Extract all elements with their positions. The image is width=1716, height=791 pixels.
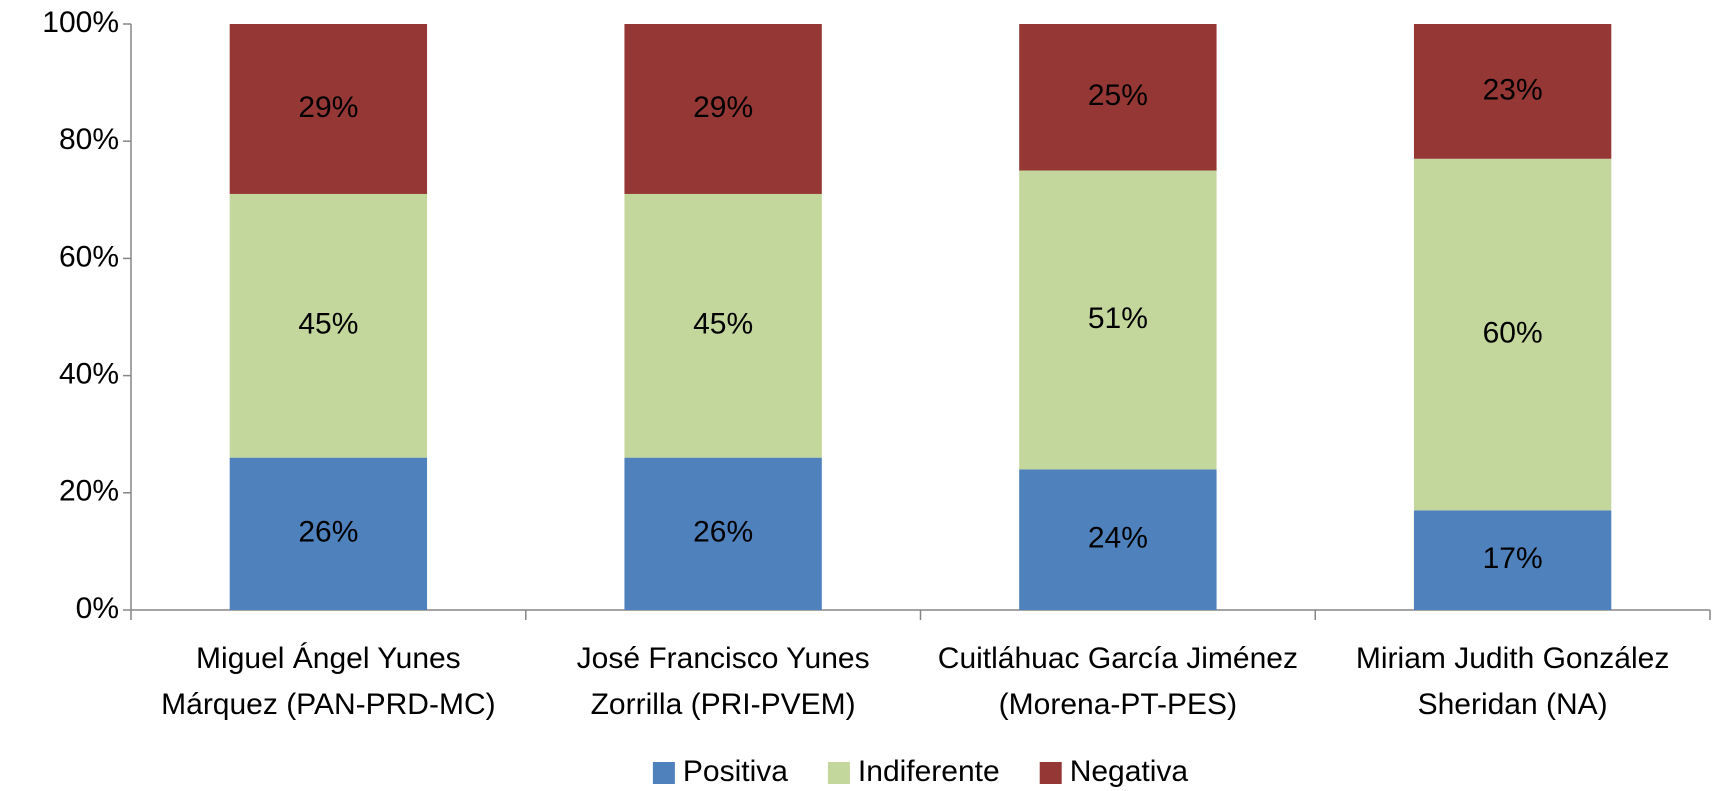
bar-segment: [1413, 24, 1612, 159]
y-tick-label: 60%: [59, 240, 119, 273]
data-label: 23%: [1483, 73, 1543, 106]
y-tick-label: 0%: [76, 592, 119, 625]
y-tick-label: 20%: [59, 475, 119, 508]
bar-segment: [624, 457, 822, 610]
legend-swatch: [827, 762, 850, 784]
bar-segment: [1019, 170, 1217, 470]
legend-label: Negativa: [1070, 755, 1189, 788]
legend-swatch: [1039, 762, 1062, 784]
data-label: 51%: [1088, 302, 1148, 335]
bar-segment: [624, 24, 822, 194]
bar-segment: [624, 193, 822, 458]
bar-segment: [1413, 510, 1612, 610]
bar-segment: [1413, 158, 1612, 511]
data-label: 26%: [298, 516, 358, 549]
bar-segment: [229, 193, 428, 458]
data-label: 45%: [693, 308, 753, 341]
legend-label: Positiva: [683, 755, 788, 788]
data-label: 25%: [1088, 79, 1148, 112]
legend-label: Indiferente: [858, 755, 1000, 788]
x-tick-label: Miriam Judith González Sheridan (NA): [1356, 642, 1669, 721]
data-label: 17%: [1483, 542, 1543, 575]
data-label: 24%: [1088, 522, 1148, 555]
bar-segment: [229, 24, 428, 194]
legend-swatch: [652, 762, 675, 784]
x-tick-label: José Francisco Yunes Zorrilla (PRI-PVEM): [577, 642, 870, 721]
data-label: 26%: [693, 516, 753, 549]
x-tick-label: Cuitláhuac García Jiménez (Morena-PT-PES): [938, 642, 1298, 721]
data-label: 29%: [298, 91, 358, 124]
bar-segment: [229, 457, 428, 610]
x-tick-label: Miguel Ángel Yunes Márquez (PAN-PRD-MC): [161, 642, 495, 721]
y-tick-label: 80%: [59, 123, 119, 156]
data-label: 45%: [298, 308, 358, 341]
y-tick-label: 40%: [59, 358, 119, 391]
bar-segment: [1019, 469, 1217, 610]
y-tick-label: 100%: [42, 6, 119, 39]
bar-segment: [1019, 24, 1217, 171]
data-label: 29%: [693, 91, 753, 124]
data-label: 60%: [1483, 317, 1543, 350]
